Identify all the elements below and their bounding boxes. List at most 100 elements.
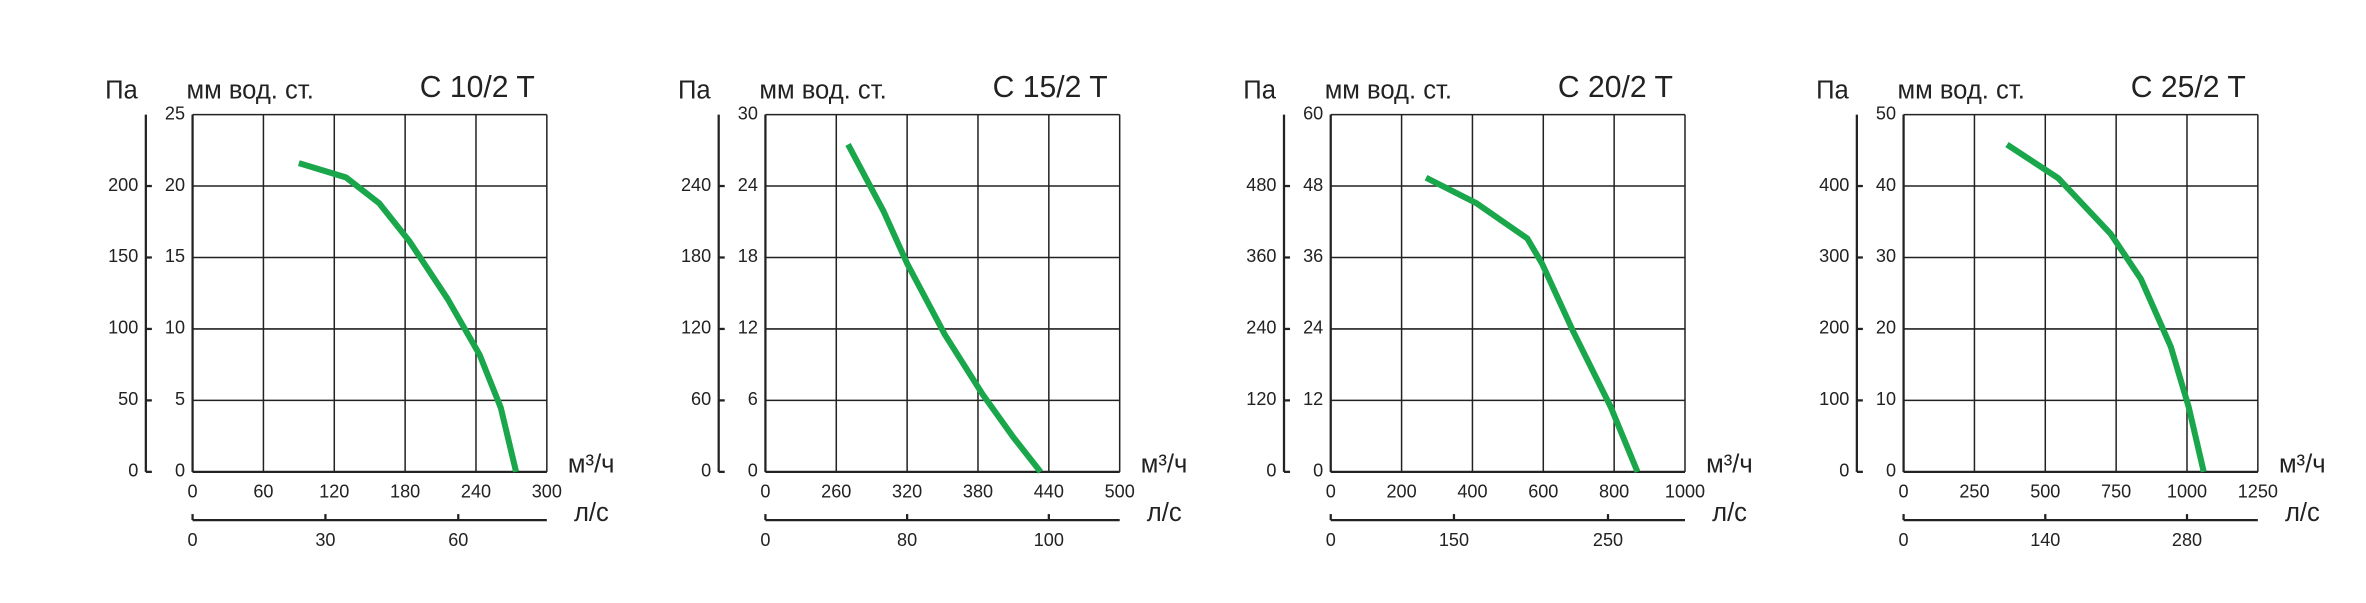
x-axis-label: м³/ч — [1141, 451, 1188, 479]
x-axis-label: м³/ч — [2279, 451, 2326, 479]
x2-tick-label: 0 — [1326, 530, 1336, 550]
x-tick-label: 1000 — [1665, 482, 1705, 502]
y2-tick-label: 300 — [1819, 246, 1849, 266]
curve — [297, 160, 520, 473]
y-tick-label: 24 — [738, 175, 758, 195]
y2-tick-label: 0 — [701, 461, 711, 481]
y-tick-label: 20 — [165, 175, 185, 195]
x-tick-label: 260 — [821, 482, 851, 502]
x-axis-label: м³/ч — [1706, 451, 1753, 479]
y2-tick-label: 200 — [1819, 318, 1849, 338]
x-tick-label: 0 — [1899, 482, 1909, 502]
y-tick-label: 6 — [748, 389, 758, 409]
x-axis-label: м³/ч — [568, 451, 615, 479]
y-tick-label: 40 — [1876, 175, 1896, 195]
curve — [845, 143, 1043, 474]
y2-tick-label: 240 — [681, 175, 711, 195]
y-tick-label: 10 — [165, 318, 185, 338]
y2-axis-label: Па — [105, 77, 138, 105]
y-tick-label: 60 — [1303, 103, 1323, 123]
x2-axis-label: л/с — [1147, 499, 1182, 527]
y-tick-label: 0 — [1886, 461, 1896, 481]
x-tick-label: 500 — [2030, 482, 2060, 502]
y-tick-label: 24 — [1303, 318, 1323, 338]
x-tick-label: 0 — [188, 482, 198, 502]
y2-tick-label: 200 — [108, 175, 138, 195]
curve — [2005, 142, 2207, 473]
y2-tick-label: 60 — [691, 389, 711, 409]
y2-tick-label: 240 — [1246, 318, 1276, 338]
y2-axis-label: Па — [1816, 77, 1849, 105]
x2-tick-label: 60 — [448, 530, 468, 550]
y-tick-label: 10 — [1876, 389, 1896, 409]
y2-axis-label: Па — [1243, 77, 1276, 105]
y-axis-label: мм вод. ст. — [1898, 77, 2025, 105]
x2-tick-label: 150 — [1439, 530, 1469, 550]
y-axis-label: мм вод. ст. — [187, 77, 314, 105]
x2-tick-label: 100 — [1034, 530, 1064, 550]
y2-tick-label: 100 — [108, 318, 138, 338]
x2-axis-label: л/с — [1712, 499, 1747, 527]
x-tick-label: 500 — [1105, 482, 1135, 502]
chart-title: C 15/2 T — [993, 71, 1108, 104]
y2-tick-label: 150 — [108, 246, 138, 266]
x-tick-label: 600 — [1528, 482, 1558, 502]
y2-tick-label: 0 — [1839, 461, 1849, 481]
x2-tick-label: 280 — [2172, 530, 2202, 550]
y2-tick-label: 0 — [1266, 461, 1276, 481]
x-tick-label: 400 — [1457, 482, 1487, 502]
chart-title: C 20/2 T — [1558, 71, 1673, 104]
x2-tick-label: 0 — [1899, 530, 1909, 550]
chart-title: C 25/2 T — [2131, 71, 2246, 104]
y2-tick-label: 50 — [118, 389, 138, 409]
y2-axis-label: Па — [678, 77, 711, 105]
y-tick-label: 12 — [738, 318, 758, 338]
x-tick-label: 1000 — [2167, 482, 2207, 502]
y2-tick-label: 100 — [1819, 389, 1849, 409]
x2-tick-label: 80 — [897, 530, 917, 550]
y2-tick-label: 120 — [681, 318, 711, 338]
y2-tick-label: 0 — [128, 461, 138, 481]
y-tick-label: 12 — [1303, 389, 1323, 409]
y-tick-label: 0 — [748, 461, 758, 481]
chart-title: C 10/2 T — [420, 71, 535, 104]
y-tick-label: 25 — [165, 103, 185, 123]
y2-tick-label: 360 — [1246, 246, 1276, 266]
x-tick-label: 440 — [1034, 482, 1064, 502]
x2-tick-label: 0 — [760, 530, 770, 550]
y-tick-label: 20 — [1876, 318, 1896, 338]
y-tick-label: 30 — [738, 103, 758, 123]
x-tick-label: 120 — [319, 482, 349, 502]
x-tick-label: 200 — [1387, 482, 1417, 502]
x-tick-label: 380 — [963, 482, 993, 502]
y-axis-label: мм вод. ст. — [759, 77, 886, 105]
y-tick-label: 30 — [1876, 246, 1896, 266]
x2-tick-label: 30 — [315, 530, 335, 550]
x-tick-label: 300 — [532, 482, 562, 502]
x2-axis-label: л/с — [574, 499, 609, 527]
y-axis-label: мм вод. ст. — [1325, 77, 1452, 105]
x-tick-label: 750 — [2101, 482, 2131, 502]
curve — [1424, 175, 1641, 473]
y-tick-label: 5 — [175, 389, 185, 409]
y2-tick-label: 120 — [1246, 389, 1276, 409]
y-tick-label: 15 — [165, 246, 185, 266]
x2-tick-label: 140 — [2030, 530, 2060, 550]
y2-tick-label: 400 — [1819, 175, 1849, 195]
x-tick-label: 320 — [892, 482, 922, 502]
y-tick-label: 0 — [1313, 461, 1323, 481]
y2-tick-label: 180 — [681, 246, 711, 266]
x-tick-label: 250 — [1959, 482, 1989, 502]
x-tick-label: 240 — [461, 482, 491, 502]
x2-tick-label: 0 — [188, 530, 198, 550]
x-tick-label: 0 — [1326, 482, 1336, 502]
x2-tick-label: 250 — [1593, 530, 1623, 550]
y-tick-label: 50 — [1876, 103, 1896, 123]
y-tick-label: 36 — [1303, 246, 1323, 266]
x-tick-label: 1250 — [2238, 482, 2278, 502]
y-tick-label: 18 — [738, 246, 758, 266]
x2-axis-label: л/с — [2285, 499, 2320, 527]
y-tick-label: 0 — [175, 461, 185, 481]
